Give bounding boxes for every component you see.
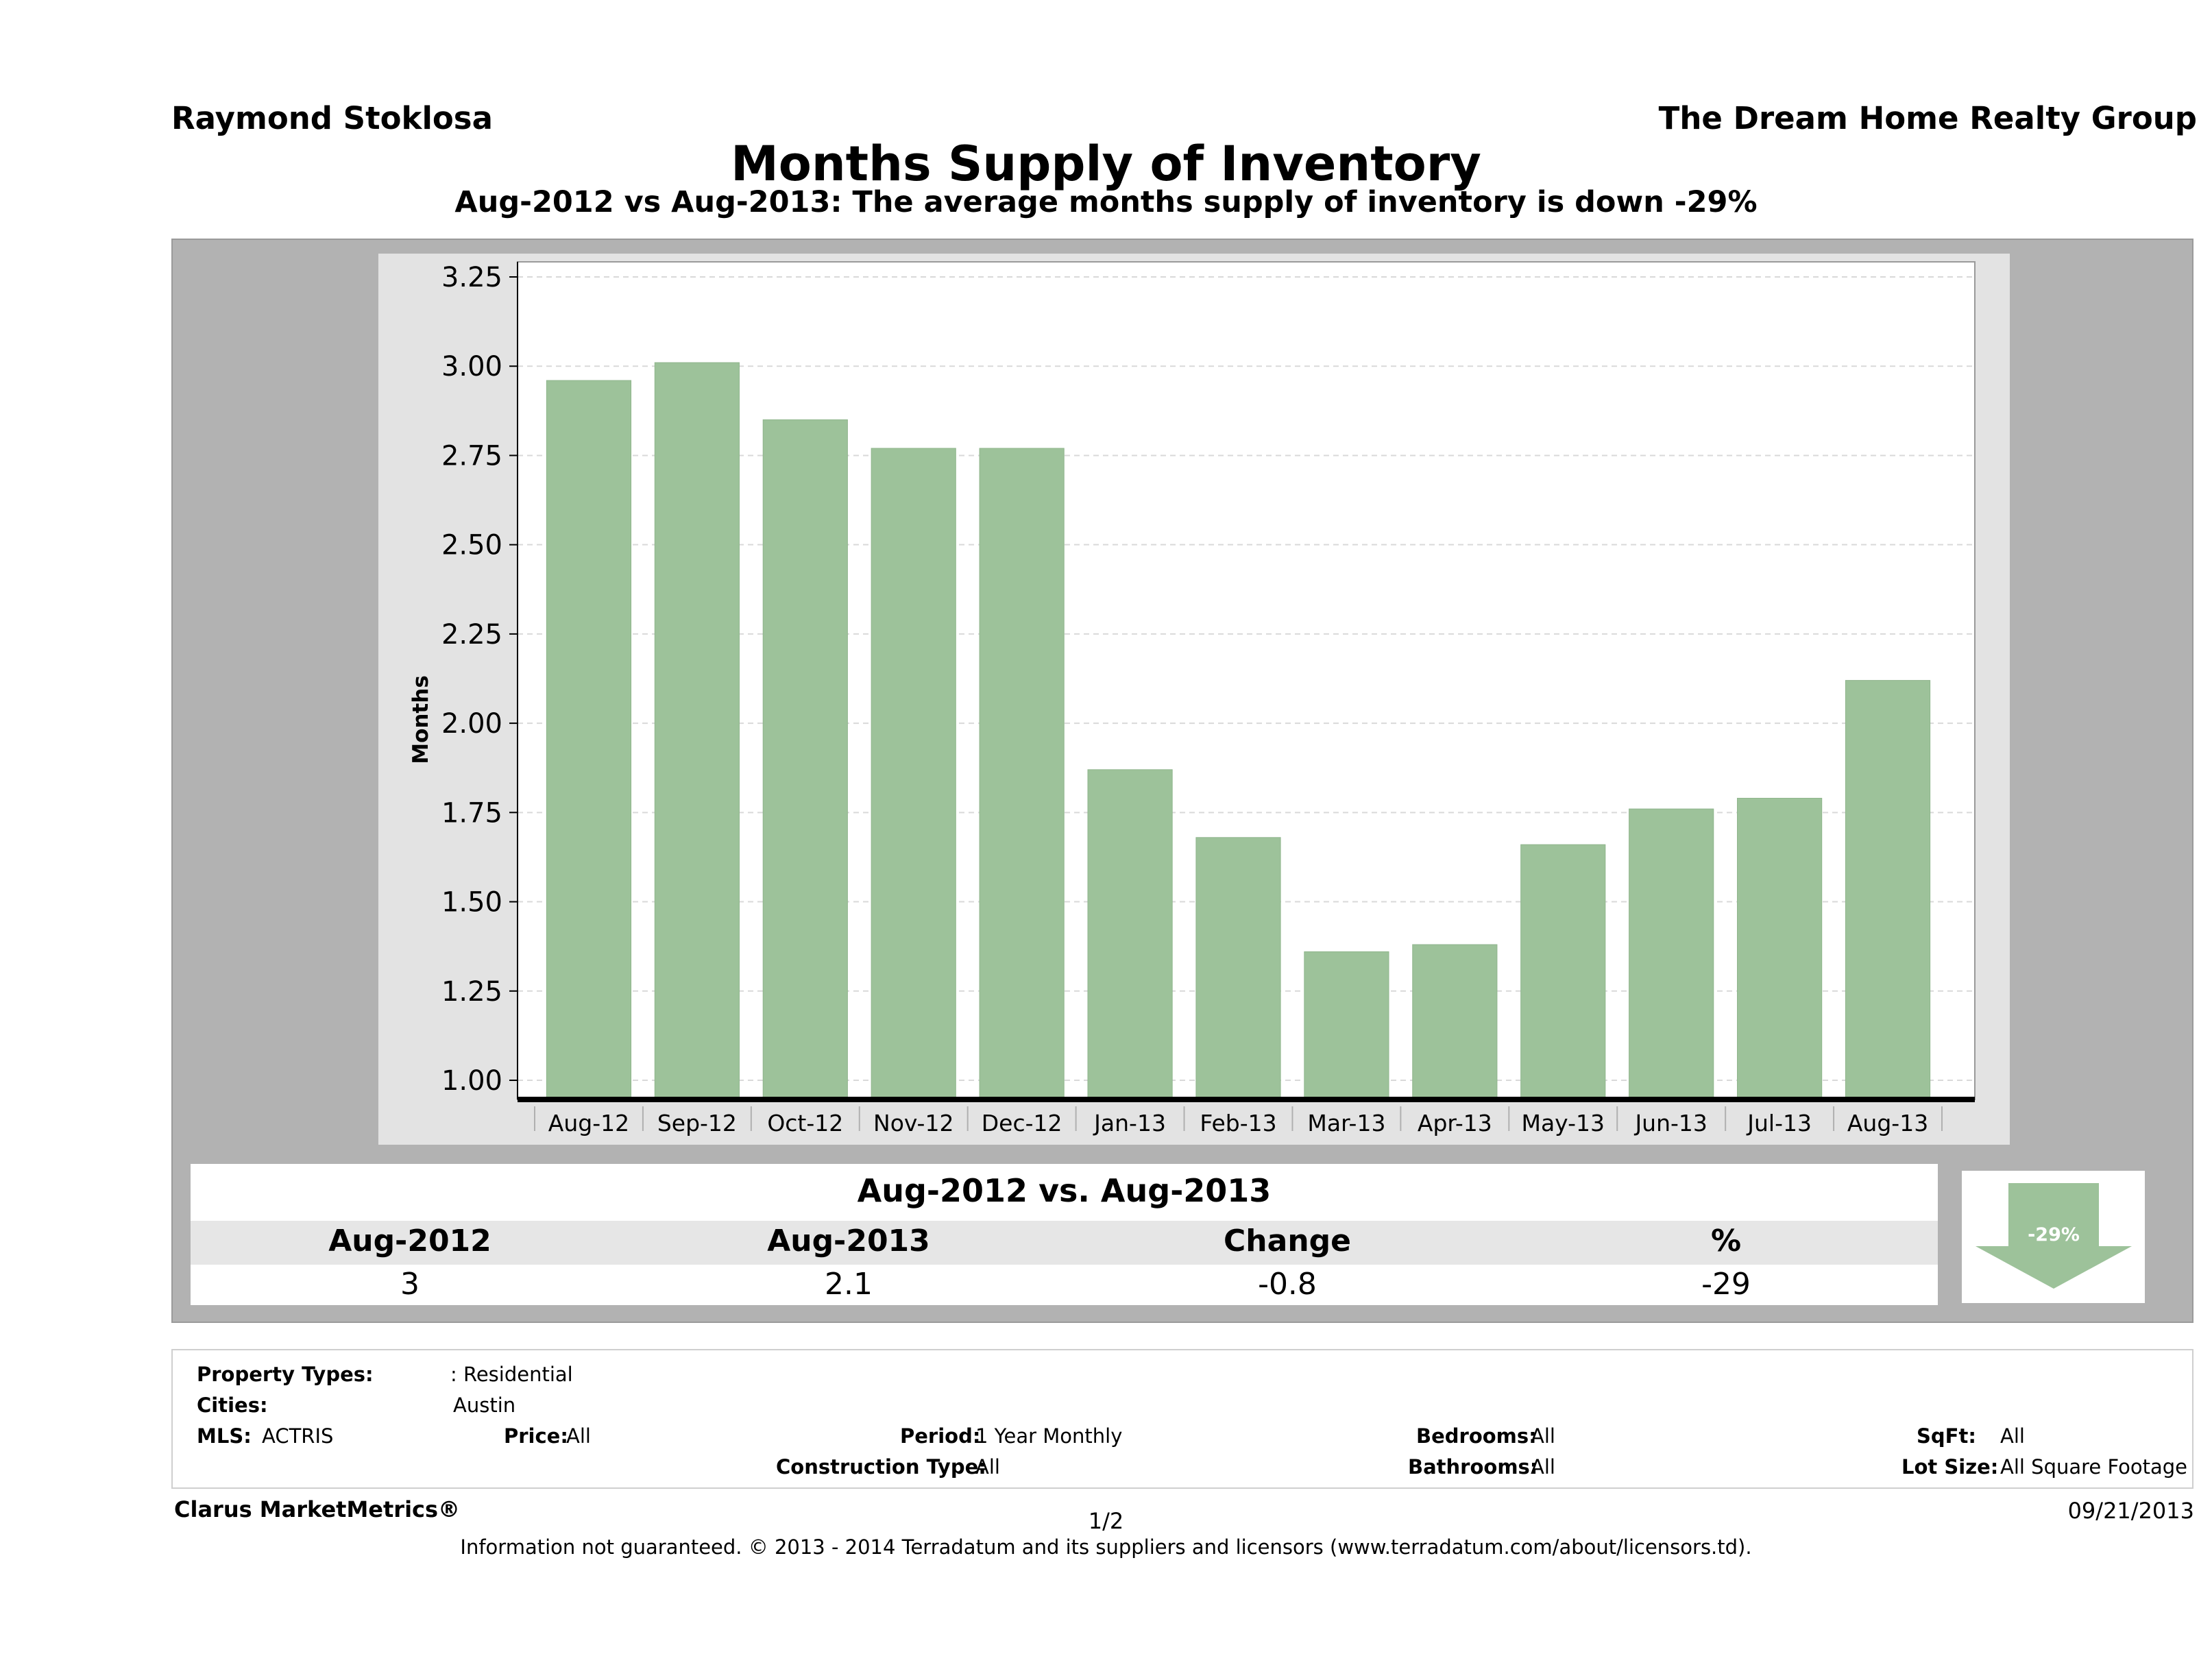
bar-aug-12 <box>546 380 632 1100</box>
bar-nov-12 <box>871 448 956 1100</box>
page-number: 1/2 <box>1088 1508 1124 1534</box>
footer-brand: Clarus MarketMetrics® <box>174 1496 461 1522</box>
comparison-value-percent: -29 <box>1701 1267 1751 1302</box>
comparison-value-aug-2013: 2.1 <box>825 1267 873 1302</box>
disclaimer: Information not guaranteed. © 2013 - 201… <box>460 1535 1752 1559</box>
comparison-header-aug-2012: Aug-2012 <box>328 1224 491 1258</box>
comparison-header-change: Change <box>1224 1224 1351 1258</box>
bar-oct-12 <box>762 419 848 1100</box>
y-tick-labels: 1.00 1.25 1.50 1.75 2.00 2.25 2.50 2.75 3.00 3.25 <box>441 262 502 1097</box>
agent-name: Raymond Stoklosa <box>171 100 493 136</box>
y-axis-label: Months <box>409 675 433 764</box>
construction-type-value: All <box>975 1455 1000 1479</box>
x-tick-label: Nov-12 <box>873 1110 953 1136</box>
bar-jun-13 <box>1629 808 1714 1100</box>
sqft-value: All <box>2000 1424 2025 1448</box>
filter-criteria <box>171 1349 2193 1489</box>
x-tick-label: Jan-13 <box>1093 1110 1166 1136</box>
cities-label: Cities: <box>197 1394 268 1417</box>
comparison-value-aug-2012: 3 <box>400 1267 420 1302</box>
x-tick-label: Mar-13 <box>1307 1110 1385 1136</box>
bar-sep-12 <box>654 362 740 1100</box>
y-tick-label: 1.25 <box>441 976 502 1008</box>
grid-lines <box>509 276 1975 1081</box>
property-types-value: : Residential <box>450 1363 573 1386</box>
y-tick-label: 1.75 <box>441 797 502 829</box>
x-tick-label: Oct-12 <box>767 1110 843 1136</box>
x-tick-label: Jul-13 <box>1746 1110 1812 1136</box>
bar-feb-13 <box>1195 837 1281 1100</box>
bathrooms-label: Bathrooms: <box>1408 1455 1538 1479</box>
construction-type-label: Construction Type: <box>776 1455 986 1479</box>
cities-value: Austin <box>453 1394 516 1417</box>
bars <box>546 362 1931 1100</box>
y-tick-label: 3.00 <box>441 351 502 382</box>
lot-size-value: All Square Footage <box>2000 1455 2188 1479</box>
bedrooms-label: Bedrooms: <box>1416 1424 1537 1448</box>
price-label: Price: <box>504 1424 568 1448</box>
comparison-header-aug-2013: Aug-2013 <box>767 1224 930 1258</box>
period-label: Period: <box>900 1424 981 1448</box>
mls-label: MLS: <box>197 1424 252 1448</box>
change-badge-text: -29% <box>2028 1224 2080 1245</box>
bar-dec-12 <box>979 448 1065 1100</box>
y-tick-label: 1.50 <box>441 887 502 919</box>
y-tick-label: 2.25 <box>441 619 502 650</box>
bar-jan-13 <box>1087 769 1173 1100</box>
x-tick-label: Dec-12 <box>982 1110 1062 1136</box>
change-indicator: -29% <box>1962 1171 2145 1303</box>
bathrooms-value: All <box>1531 1455 1555 1479</box>
company-name: The Dream Home Realty Group <box>1658 100 2197 136</box>
bar-may-13 <box>1520 844 1606 1100</box>
x-tick-label: Aug-13 <box>1847 1110 1928 1136</box>
mls-value: ACTRIS <box>262 1424 334 1448</box>
x-tick-label: Jun-13 <box>1633 1110 1707 1136</box>
sqft-label: SqFt: <box>1917 1424 1976 1448</box>
y-tick-label: 2.75 <box>441 440 502 472</box>
report-date: 09/21/2013 <box>2067 1498 2194 1524</box>
bar-mar-13 <box>1304 951 1389 1100</box>
chart-subtitle: Aug-2012 vs Aug-2013: The average months… <box>454 185 1758 219</box>
x-tick-label: Feb-13 <box>1200 1110 1276 1136</box>
chart-title: Months Supply of Inventory <box>731 136 1481 192</box>
property-types-label: Property Types: <box>197 1363 374 1386</box>
x-tick-label: Aug-12 <box>548 1110 629 1136</box>
period-value: 1 Year Monthly <box>975 1424 1123 1448</box>
bar-aug-13 <box>1845 680 1931 1100</box>
y-tick-label: 2.00 <box>441 708 502 740</box>
price-value: All <box>566 1424 591 1448</box>
x-tick-labels: Aug-12 Sep-12 Oct-12 Nov-12 Dec-12 Jan-13 Feb-… <box>534 1106 1943 1136</box>
x-tick-label: Apr-13 <box>1418 1110 1492 1136</box>
y-tick-label: 2.50 <box>441 530 502 561</box>
x-tick-label: Sep-12 <box>657 1110 737 1136</box>
y-tick-label: 1.00 <box>441 1065 502 1097</box>
y-tick-label: 3.25 <box>441 262 502 293</box>
bar-apr-13 <box>1412 944 1498 1100</box>
bar-chart: 1.00 1.25 1.50 1.75 2.00 2.25 2.50 2.75 3.00 3.25… <box>378 254 2010 1145</box>
comparison-header-percent: % <box>1710 1224 1742 1258</box>
comparison-value-change: -0.8 <box>1258 1267 1317 1302</box>
bar-jul-13 <box>1737 797 1823 1100</box>
comparison-title: Aug-2012 vs. Aug-2013 <box>857 1172 1272 1209</box>
comparison-header-row <box>191 1221 1938 1265</box>
bedrooms-value: All <box>1531 1424 1555 1448</box>
lot-size-label: Lot Size: <box>1901 1455 1999 1479</box>
down-arrow-icon: -29% <box>1976 1183 2132 1289</box>
x-tick-label: May-13 <box>1521 1110 1605 1136</box>
